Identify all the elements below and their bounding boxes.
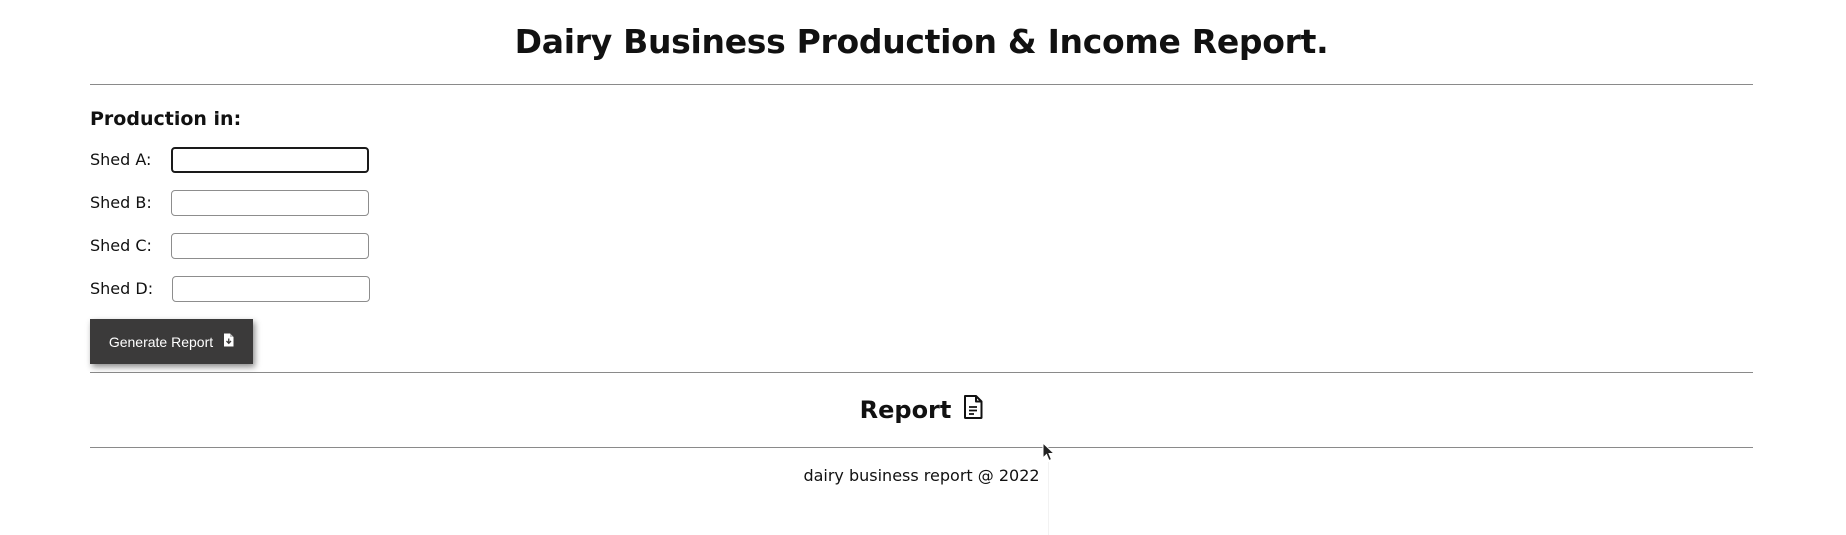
scroll-shadow bbox=[1048, 462, 1049, 535]
generate-report-label: Generate Report bbox=[108, 333, 214, 350]
shed-a-input[interactable] bbox=[171, 146, 369, 173]
shed-c-row: Shed C: bbox=[90, 224, 1753, 267]
shed-b-label: Shed B: bbox=[90, 192, 152, 212]
file-download-icon bbox=[223, 333, 234, 350]
shed-d-label: Shed D: bbox=[90, 278, 154, 298]
shed-a-label: Shed A: bbox=[90, 149, 152, 169]
report-heading-label: Report bbox=[859, 396, 952, 424]
shed-c-label: Shed C: bbox=[90, 235, 152, 255]
production-heading: Production in: bbox=[90, 108, 242, 130]
shed-b-row: Shed B: bbox=[90, 181, 1753, 224]
report-heading: Report bbox=[90, 373, 1753, 447]
footer-text: dairy business report @ 2022 bbox=[803, 466, 1040, 485]
shed-c-input[interactable] bbox=[171, 232, 369, 259]
shed-a-row: Shed A: bbox=[90, 138, 1753, 181]
production-form: Production in: Shed A: Shed B: Shed C: S… bbox=[90, 85, 1753, 372]
generate-report-button[interactable]: Generate Report bbox=[90, 319, 253, 364]
page-title: Dairy Business Production & Income Repor… bbox=[514, 22, 1329, 61]
page-container: Dairy Business Production & Income Repor… bbox=[90, 0, 1753, 486]
shed-b-input[interactable] bbox=[171, 189, 369, 216]
report-divider bbox=[90, 447, 1753, 448]
button-row: Generate Report bbox=[90, 310, 1753, 372]
form-divider bbox=[90, 372, 1753, 373]
mouse-pointer-icon bbox=[1042, 441, 1056, 462]
shed-d-input[interactable] bbox=[172, 275, 370, 302]
title-divider bbox=[90, 84, 1753, 85]
shed-d-row: Shed D: bbox=[90, 267, 1753, 310]
file-text-icon bbox=[963, 395, 983, 425]
